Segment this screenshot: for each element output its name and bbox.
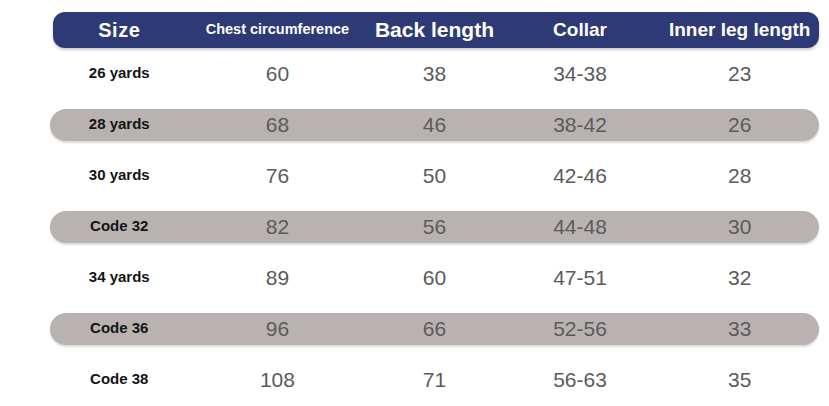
- size-cell: Code 38: [53, 371, 186, 388]
- back-length-cell: 66: [369, 317, 499, 340]
- collar-cell: 38-42: [500, 113, 661, 136]
- inner-leg-cell: 30: [660, 215, 819, 238]
- chest-cell: 60: [186, 62, 370, 85]
- back-length-cell: 50: [369, 164, 499, 187]
- size-cell: 30 yards: [53, 167, 186, 184]
- inner-leg-cell: 35: [660, 368, 819, 391]
- chest-cell: 96: [186, 317, 370, 340]
- table-row: 26 yards 60 38 34-38 23: [53, 48, 819, 99]
- inner-leg-cell: 23: [660, 62, 819, 85]
- chest-cell: 89: [186, 266, 370, 289]
- size-cell: Code 36: [53, 320, 186, 337]
- table-row: 28 yards 68 46 38-42 26: [50, 109, 819, 141]
- inner-leg-cell: 33: [660, 317, 819, 340]
- table-row: Code 38 108 71 56-63 35: [53, 354, 819, 405]
- size-chart-table: Size Chest circumference Back length Col…: [53, 12, 819, 405]
- chest-cell: 76: [186, 164, 370, 187]
- inner-leg-cell: 26: [660, 113, 819, 136]
- size-cell: 26 yards: [53, 65, 186, 82]
- collar-cell: 34-38: [500, 62, 661, 85]
- back-length-cell: 56: [369, 215, 499, 238]
- collar-cell: 42-46: [500, 164, 661, 187]
- collar-cell: 47-51: [500, 266, 661, 289]
- column-header-back-length: Back length: [369, 18, 499, 41]
- inner-leg-cell: 32: [660, 266, 819, 289]
- column-header-size: Size: [53, 19, 186, 41]
- table-row: 30 yards 76 50 42-46 28: [53, 150, 819, 201]
- back-length-cell: 38: [369, 62, 499, 85]
- table-row: Code 32 82 56 44-48 30: [50, 211, 819, 243]
- chest-cell: 108: [186, 368, 370, 391]
- column-header-chest-circumference: Chest circumference: [186, 22, 370, 38]
- size-cell: 34 yards: [53, 269, 186, 286]
- back-length-cell: 46: [369, 113, 499, 136]
- column-header-inner-leg-length: Inner leg length: [660, 20, 819, 41]
- back-length-cell: 60: [369, 266, 499, 289]
- table-row: Code 36 96 66 52-56 33: [50, 313, 819, 345]
- chest-cell: 68: [186, 113, 370, 136]
- column-header-collar: Collar: [500, 20, 661, 41]
- collar-cell: 56-63: [500, 368, 661, 391]
- back-length-cell: 71: [369, 368, 499, 391]
- size-cell: Code 32: [53, 218, 186, 235]
- table-header-row: Size Chest circumference Back length Col…: [53, 12, 819, 48]
- size-cell: 28 yards: [53, 116, 186, 133]
- chest-cell: 82: [186, 215, 370, 238]
- table-row: 34 yards 89 60 47-51 32: [53, 252, 819, 303]
- inner-leg-cell: 28: [660, 164, 819, 187]
- collar-cell: 44-48: [500, 215, 661, 238]
- collar-cell: 52-56: [500, 317, 661, 340]
